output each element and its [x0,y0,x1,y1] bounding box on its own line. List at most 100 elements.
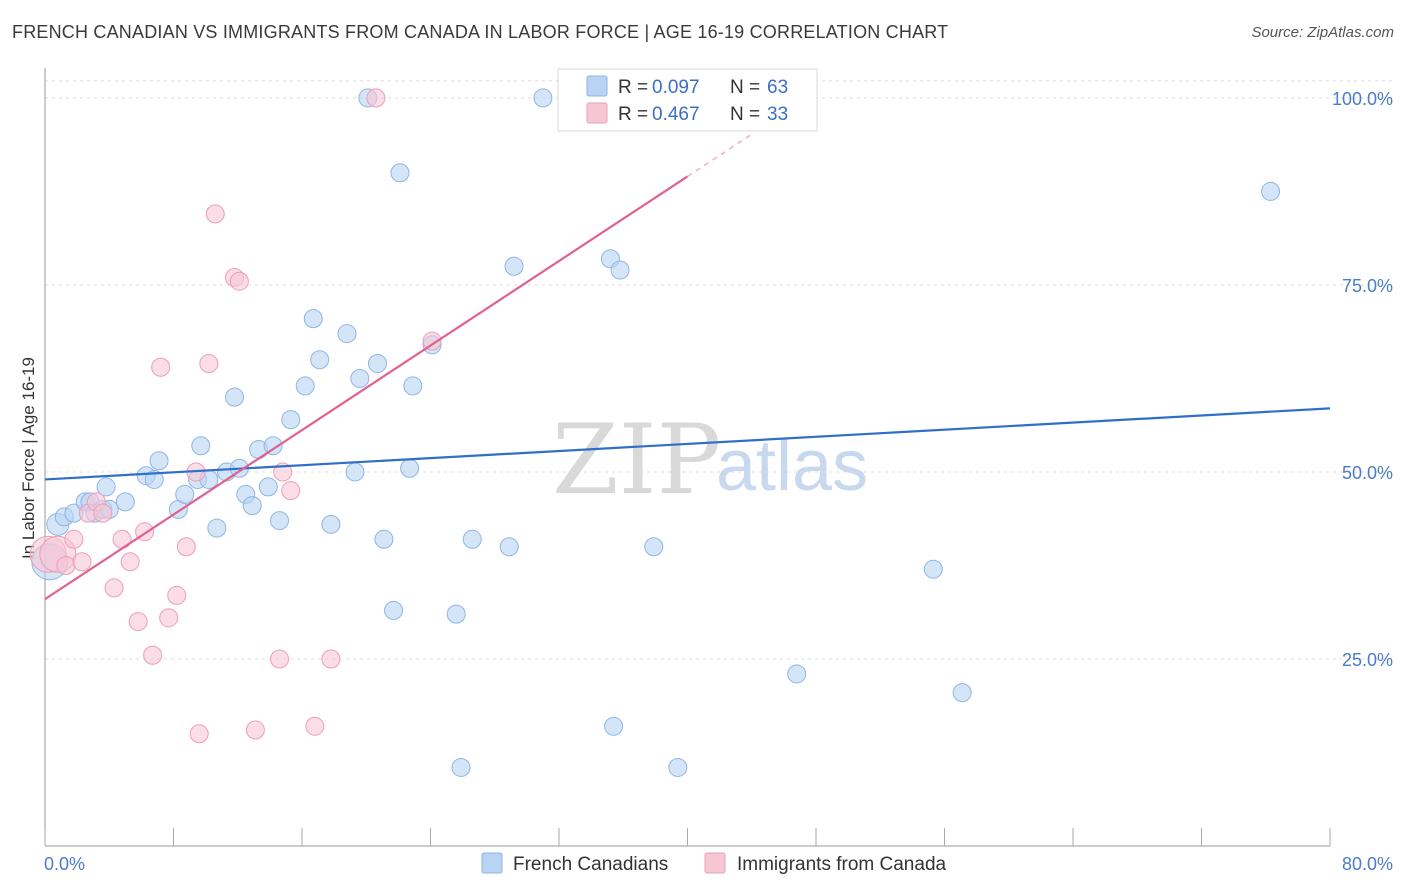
point-french-canadians [952,683,972,703]
point-french-canadians [400,458,420,478]
point-french-canadians [242,496,262,516]
point-immigrants-from-canada [366,88,386,108]
point-immigrants-from-canada [151,357,171,377]
watermark-zip: ZIP [552,404,721,516]
point-immigrants-from-canada [321,649,341,669]
point-french-canadians [225,387,245,407]
point-french-canadians [295,376,315,396]
point-immigrants-from-canada [56,555,76,575]
point-immigrants-from-canada [104,578,124,598]
trendline-immigrants-from-canada [44,175,689,601]
point-immigrants-from-canada [64,529,84,549]
point-french-canadians [310,350,330,370]
trendline-immigrants-extension [687,133,753,178]
point-french-canadians [115,492,135,512]
point-immigrants-from-canada [120,552,140,572]
point-immigrants-from-canada [167,585,187,605]
y-tick-label: 25.0% [1342,650,1393,670]
point-french-canadians [668,757,688,777]
point-immigrants-from-canada [189,724,209,744]
y-tick-label: 100.0% [1332,89,1393,109]
legend-n-value-1: 63 [767,77,788,98]
point-french-canadians [923,559,943,579]
point-french-canadians [207,518,227,538]
point-french-canadians [175,484,195,504]
point-french-canadians [149,451,169,471]
legend-swatch-pink [586,102,608,124]
point-french-canadians [451,757,471,777]
point-french-canadians [446,604,466,624]
series-legend-swatch-blue [481,852,503,874]
axes-layer [44,68,1331,847]
series-legend-swatch-pink [704,852,726,874]
point-immigrants-from-canada [93,503,113,523]
point-french-canadians [303,309,323,329]
point-immigrants-from-canada [281,481,301,501]
point-immigrants-from-canada [159,608,179,628]
point-french-canadians [644,537,664,557]
point-french-canadians [337,324,357,344]
point-immigrants-from-canada [112,529,132,549]
chart-title: FRENCH CANADIAN VS IMMIGRANTS FROM CANAD… [12,22,949,42]
point-immigrants-from-canada [143,645,163,665]
series-legend-label-french-canadians: French Canadians [513,854,668,875]
trend-layer [44,133,1331,601]
point-french-canadians [1261,181,1281,201]
point-immigrants-from-canada [72,552,92,572]
legend-n-value-2: 33 [767,104,788,125]
y-axis-label: In Labor Force | Age 16-19 [19,357,38,559]
point-french-canadians [96,477,116,497]
point-french-canadians [604,716,624,736]
legend-r-value-2: 0.467 [652,104,700,125]
point-french-canadians [533,88,553,108]
point-french-canadians [787,664,807,684]
point-french-canadians [144,469,164,489]
legend-n-label-1: N = [730,77,760,98]
point-french-canadians [390,163,410,183]
point-french-canadians [499,537,519,557]
point-french-canadians [321,514,341,534]
point-french-canadians [258,477,278,497]
point-french-canadians [345,462,365,482]
point-immigrants-from-canada [199,353,219,373]
point-french-canadians [462,529,482,549]
y-tick-labels: 25.0% 50.0% 75.0% 100.0% [1332,89,1393,670]
x-tick-label-max: 80.0% [1342,854,1393,874]
point-french-canadians [374,529,394,549]
chart-source: Source: ZipAtlas.com [1251,24,1394,41]
point-immigrants-from-canada [176,537,196,557]
point-immigrants-from-canada [245,720,265,740]
x-tick-label-min: 0.0% [44,854,85,874]
grid-layer [45,80,1393,660]
point-french-canadians [263,436,283,456]
series-legend: French Canadians Immigrants from Canada [481,852,947,875]
series-legend-label-immigrants: Immigrants from Canada [737,854,947,875]
point-immigrants-from-canada [128,612,148,632]
watermark-atlas: atlas [716,426,868,506]
point-french-canadians [281,410,301,430]
stats-legend: R = 0.097 N = 63 R = 0.467 N = 33 [557,68,818,132]
point-immigrants-from-canada [229,271,249,291]
point-immigrants-from-canada [305,716,325,736]
point-french-canadians [384,600,404,620]
point-french-canadians [191,436,211,456]
point-french-canadians [350,368,370,388]
trendline-french-canadians [44,407,1331,481]
point-french-canadians [367,353,387,373]
y-tick-label: 75.0% [1342,276,1393,296]
point-immigrants-from-canada [205,204,225,224]
point-french-canadians [270,511,290,531]
legend-swatch-blue [586,75,608,97]
legend-n-label-2: N = [730,104,760,125]
legend-r-label-2: R = [618,104,648,125]
legend-r-label-1: R = [618,77,648,98]
legend-r-value-1: 0.097 [652,77,700,98]
point-immigrants-from-canada [422,331,442,351]
point-french-canadians [504,256,524,276]
point-immigrants-from-canada [270,649,290,669]
y-tick-label: 50.0% [1342,463,1393,483]
point-french-canadians [610,260,630,280]
point-french-canadians [403,376,423,396]
x-tick-labels: 0.0% 80.0% [44,854,1393,874]
